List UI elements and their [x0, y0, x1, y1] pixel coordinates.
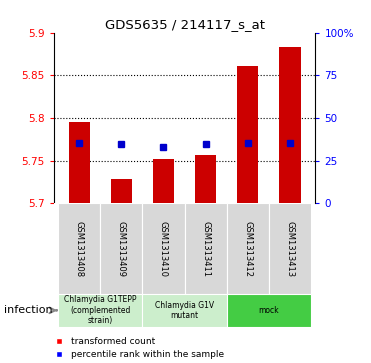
Title: GDS5635 / 214117_s_at: GDS5635 / 214117_s_at — [105, 19, 265, 32]
Bar — [142, 294, 227, 327]
Bar — [279, 47, 301, 203]
Text: GSM1313408: GSM1313408 — [75, 221, 83, 277]
Bar — [227, 294, 311, 327]
Text: infection: infection — [4, 305, 52, 315]
Text: GSM1313413: GSM1313413 — [286, 221, 295, 277]
Bar — [111, 179, 132, 203]
Bar — [195, 155, 216, 203]
Bar — [185, 203, 227, 294]
Text: mock: mock — [259, 306, 279, 315]
Bar — [100, 203, 142, 294]
Text: GSM1313410: GSM1313410 — [159, 221, 168, 277]
Text: Chlamydia G1V
mutant: Chlamydia G1V mutant — [155, 301, 214, 320]
Text: GSM1313411: GSM1313411 — [201, 221, 210, 277]
Text: GSM1313412: GSM1313412 — [243, 221, 252, 277]
Bar — [153, 159, 174, 203]
Bar — [58, 203, 100, 294]
Legend: transformed count, percentile rank within the sample: transformed count, percentile rank withi… — [46, 333, 227, 363]
Bar — [269, 203, 311, 294]
Bar — [69, 122, 90, 203]
Bar — [227, 203, 269, 294]
Text: Chlamydia G1TEPP
(complemented
strain): Chlamydia G1TEPP (complemented strain) — [64, 295, 137, 325]
Bar — [142, 203, 185, 294]
Bar — [237, 66, 258, 203]
Text: GSM1313409: GSM1313409 — [117, 221, 126, 277]
Bar — [58, 294, 142, 327]
